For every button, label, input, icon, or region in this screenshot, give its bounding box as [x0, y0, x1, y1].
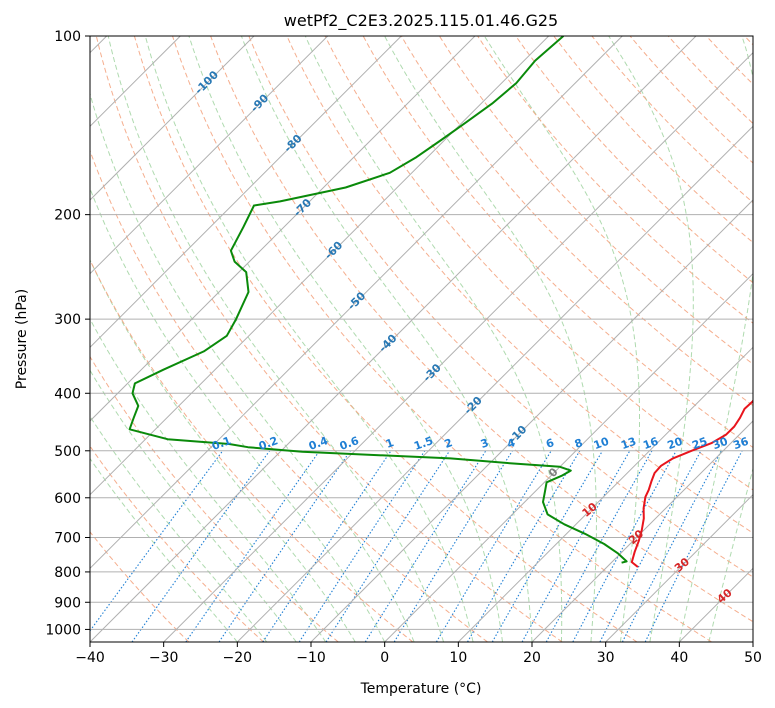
mixing-ratio-label: 4 [505, 436, 517, 451]
moist-adiabat-line [107, 36, 445, 642]
y-axis: 100 200 300 400 500 600 700 800 900 1000 [45, 29, 90, 638]
isotherm-line [531, 420, 753, 642]
y-tick-label: 100 [54, 29, 81, 45]
x-tick-label: 0 [380, 650, 389, 666]
y-tick-label: 1000 [45, 622, 81, 638]
mixing-ratio-label: 6 [544, 436, 556, 451]
moist-adiabat-line [144, 36, 474, 642]
dry-adiabat-line [95, 36, 563, 642]
dry-adiabat-line [286, 36, 753, 534]
chart-title: wetPf2_C2E3.2025.115.01.46.G25 [284, 11, 558, 31]
isotherm-line [90, 36, 623, 570]
dry-adiabat-line [515, 36, 753, 284]
moist-adiabat-line [384, 36, 597, 642]
dry-adiabat-line [90, 531, 190, 642]
isotherm-line [384, 272, 753, 642]
isotherm-line [310, 199, 753, 642]
x-tick-label: −10 [296, 650, 326, 666]
x-tick-label: −20 [223, 650, 253, 666]
x-axis: −40 −30 −20 −10 0 10 20 30 40 50 [75, 642, 762, 666]
mixing-ratio-label: 1 [384, 436, 396, 451]
pressure-gridlines [90, 36, 753, 630]
x-axis-title: Temperature (°C) [360, 681, 482, 697]
isotherm-line [236, 125, 753, 642]
isotherm-line [457, 346, 753, 642]
temperature-profile-line [630, 399, 753, 568]
y-tick-label: 800 [54, 565, 81, 581]
moist-adiabat-line [304, 36, 563, 642]
dry-adiabat-line [400, 36, 753, 407]
x-tick-label: 20 [523, 650, 541, 666]
dry-adiabat-line [248, 36, 753, 578]
skewed-isotherms [90, 36, 753, 642]
moist-adiabat-line [678, 36, 753, 642]
dry-adiabat-line [210, 36, 753, 623]
x-tick-label: −40 [75, 650, 105, 666]
isotherm-line [90, 36, 550, 496]
plot-frame [89, 35, 754, 643]
moist-adiabat-line [608, 36, 694, 642]
dewpoint-profile-line [128, 36, 628, 564]
mixing-ratio-label: 13 [619, 435, 638, 452]
x-tick-label: 10 [449, 650, 467, 666]
isotherm-line [605, 493, 753, 642]
mixing-ratio-label: 3 [479, 436, 491, 451]
isotherm-line [90, 36, 329, 275]
y-tick-label: 700 [54, 531, 81, 547]
dry-adiabat-line [362, 36, 753, 449]
mixing-ratio-label: 36 [731, 435, 750, 453]
dry-adiabat-line [172, 36, 712, 642]
moist-adiabat-line [240, 36, 533, 642]
mixing-ratio-label: 1.5 [412, 434, 435, 453]
y-tick-label: 600 [54, 491, 81, 507]
dry-adiabat-line [90, 355, 339, 642]
mixing-ratio-label: 16 [641, 435, 660, 453]
moist-adiabat-line [188, 36, 503, 642]
isotherm-line [90, 36, 697, 642]
x-tick-label: 30 [597, 650, 615, 666]
y-tick-label: 300 [54, 312, 81, 328]
isotherm-line [163, 51, 753, 642]
y-axis-title: Pressure (hPa) [14, 289, 30, 389]
moist-adiabat-line [90, 457, 238, 642]
plot-background [90, 36, 753, 642]
moist-adiabat-line [90, 318, 327, 642]
dry-adiabat-line [438, 36, 753, 365]
mixing-ratio-label: 2 [443, 436, 455, 451]
mixing-ratio-label: 30 [711, 435, 730, 453]
mixing-ratio-label: 20 [666, 435, 685, 453]
y-tick-label: 500 [54, 444, 81, 460]
moist-adiabat-line [483, 36, 640, 642]
dry-adiabat-line [324, 36, 753, 491]
x-tick-label: −30 [149, 650, 179, 666]
y-tick-label: 200 [54, 208, 81, 224]
mixing-ratio-label: 0.6 [338, 434, 361, 453]
x-tick-label: 40 [670, 650, 688, 666]
profile-lines [128, 36, 753, 568]
mixing-ratio-label: 0.4 [307, 434, 330, 453]
dry-adiabat-line [133, 36, 638, 642]
mixing-ratio-label: 10 [592, 435, 611, 453]
mixing-ratio-label: 25 [690, 435, 709, 452]
isotherm-line [90, 36, 476, 422]
mixing-ratio-label: 8 [573, 436, 585, 451]
y-tick-label: 400 [54, 386, 81, 402]
mixing-ratio-label: 0.2 [257, 434, 280, 453]
dry-adiabats [90, 36, 753, 642]
dry-adiabat-line [90, 149, 488, 642]
isotherm-line [90, 36, 255, 201]
isotherm-line [90, 36, 402, 349]
mixing-ratio-label: 0.1 [210, 434, 233, 453]
dry-adiabat-line [90, 445, 264, 642]
y-tick-label: 900 [54, 595, 81, 611]
moist-adiabat-line [90, 415, 268, 642]
isotherm-line [752, 641, 753, 642]
x-tick-label: 50 [744, 650, 762, 666]
